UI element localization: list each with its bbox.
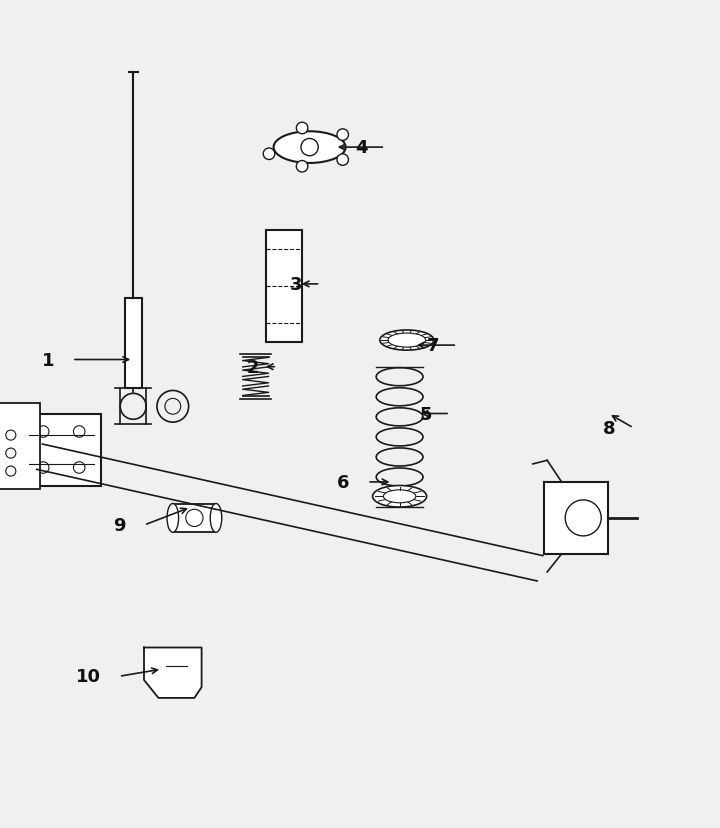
Ellipse shape	[380, 330, 433, 351]
Ellipse shape	[210, 504, 222, 532]
Text: 7: 7	[427, 337, 439, 354]
Bar	[22, 414, 101, 486]
Text: 5: 5	[420, 405, 432, 423]
Bar	[125, 299, 142, 389]
Bar	[544, 483, 608, 554]
Text: 8: 8	[603, 420, 616, 437]
Text: 9: 9	[114, 517, 126, 534]
Ellipse shape	[373, 486, 426, 508]
Text: 4: 4	[355, 139, 367, 157]
Ellipse shape	[274, 132, 346, 164]
Text: 3: 3	[290, 276, 302, 294]
Bar	[0, 403, 40, 489]
Text: 6: 6	[337, 474, 349, 491]
Text: 1: 1	[42, 351, 54, 369]
Text: 2: 2	[247, 359, 259, 376]
Bar	[173, 504, 216, 532]
Circle shape	[337, 130, 348, 142]
Circle shape	[337, 155, 348, 166]
Circle shape	[297, 161, 308, 173]
Ellipse shape	[167, 504, 179, 532]
Circle shape	[264, 149, 275, 161]
Polygon shape	[144, 647, 202, 698]
Circle shape	[297, 123, 308, 135]
Text: 10: 10	[76, 667, 101, 686]
Bar	[266, 231, 302, 342]
